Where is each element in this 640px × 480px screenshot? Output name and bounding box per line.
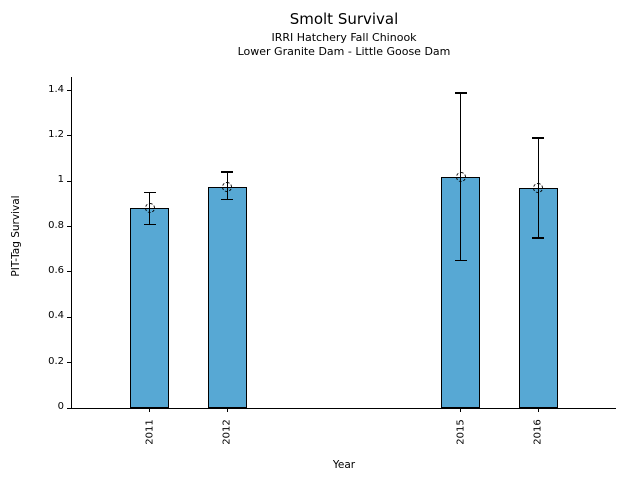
error-cap-top [454, 92, 467, 94]
error-cap-top [143, 191, 156, 194]
x-tick [537, 408, 539, 412]
error-cap-bottom [454, 259, 467, 262]
x-tick [460, 408, 462, 412]
y-tick-label: 0 [57, 401, 64, 412]
x-tick-label: 2016 [532, 419, 544, 445]
y-tick-label: 0.6 [48, 264, 64, 276]
y-axis-spine [71, 77, 72, 409]
x-axis-spine [71, 408, 616, 409]
y-tick [67, 271, 71, 273]
bar [130, 208, 170, 408]
chart-title: Smolt Survival [289, 10, 399, 28]
y-tick [67, 316, 71, 318]
x-tick [226, 408, 228, 412]
chart-subtitle-2: Lower Granite Dam - Little Goose Dam [237, 45, 451, 58]
y-tick [67, 226, 71, 228]
point-marker [144, 203, 155, 214]
y-tick [67, 407, 71, 409]
y-tick-label: 0.4 [48, 310, 64, 322]
error-cap-top [532, 137, 545, 139]
chart-subtitle-1: IRRI Hatchery Fall Chinook [271, 31, 417, 44]
x-tick [149, 408, 151, 412]
y-tick-label: 1.4 [48, 83, 64, 95]
y-tick [67, 180, 71, 182]
y-tick [67, 90, 71, 92]
bar [208, 186, 247, 408]
error-cap-bottom [143, 223, 156, 226]
error-cap-top [221, 171, 234, 173]
x-tick-label: 2012 [221, 419, 233, 445]
x-tick-label: 2011 [144, 419, 156, 445]
y-tick-label: 1 [57, 174, 64, 186]
y-tick [67, 135, 71, 137]
point-marker [455, 171, 466, 182]
y-tick-label: 0.8 [48, 219, 64, 231]
y-tick-label: 0.2 [48, 355, 64, 367]
y-tick [67, 362, 71, 364]
error-cap-bottom [221, 198, 234, 201]
x-axis-title: Year [332, 459, 356, 471]
x-tick-label: 2015 [455, 419, 467, 445]
point-marker [222, 181, 233, 192]
y-tick-label: 1.2 [48, 128, 64, 140]
error-cap-bottom [532, 237, 545, 239]
point-marker [533, 183, 544, 194]
